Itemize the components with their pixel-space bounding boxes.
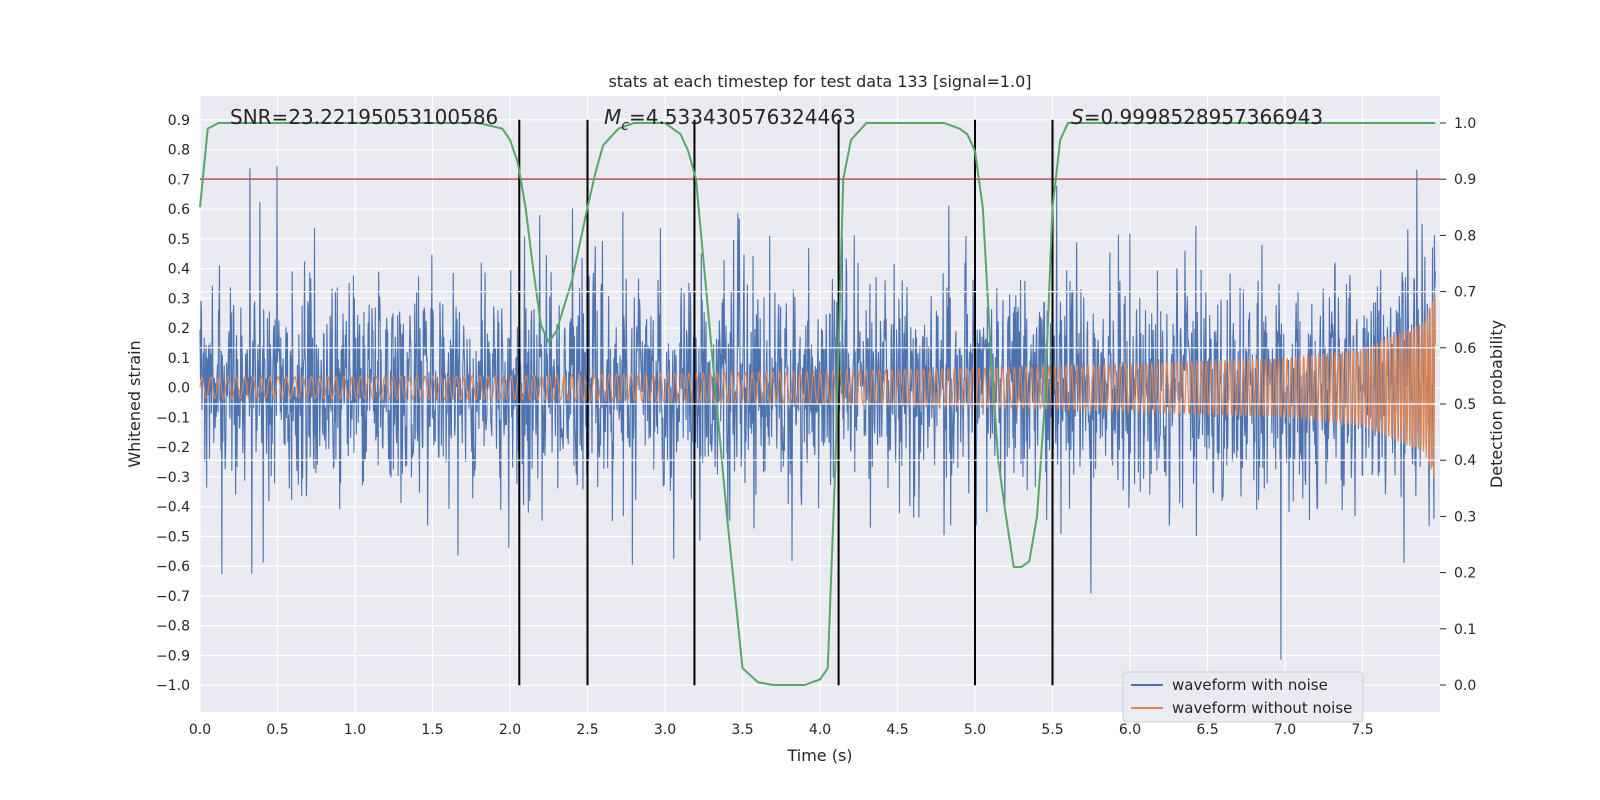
y-tick-label: −0.5: [156, 529, 190, 545]
y-tick-label: 0.6: [168, 202, 190, 218]
y-axis-label: Whitened strain: [125, 340, 144, 467]
y-tick-label: −0.6: [156, 559, 190, 575]
y2-tick-label: 0.0: [1454, 678, 1476, 694]
chirp-mass-value: =4.533430576324463: [629, 105, 856, 129]
y2-tick-label: 0.5: [1454, 397, 1476, 413]
y-tick-label: 0.1: [168, 351, 190, 367]
x-tick-label: 3.5: [731, 722, 753, 738]
legend: waveform with noise waveform without noi…: [1122, 671, 1364, 723]
y2-tick-label: 0.3: [1454, 509, 1476, 525]
y-tick-label: −0.3: [156, 470, 190, 486]
x-tick-label: 5.5: [1041, 722, 1063, 738]
x-axis-label: Time (s): [786, 746, 852, 765]
y-tick-label: 0.2: [168, 321, 190, 337]
legend-box: [1122, 671, 1364, 723]
legend-label-noise: waveform with noise: [1172, 676, 1328, 694]
chart-title: stats at each timestep for test data 133…: [608, 72, 1031, 91]
overlays: [199, 119, 1440, 687]
x-tick-label: 3.0: [654, 722, 676, 738]
chirp-mass-symbol: M: [604, 105, 621, 129]
x-tick-label: 7.5: [1351, 722, 1373, 738]
y2-tick-label: 0.9: [1454, 172, 1476, 188]
x-tick-label: 0.5: [266, 722, 288, 738]
y2-tick-label: 0.1: [1454, 622, 1476, 638]
s-annotation: S=0.9998528957366943: [1071, 105, 1323, 129]
detection-probability-line: [199, 121, 1436, 687]
waveform-without-noise-line: [199, 293, 1436, 478]
y2-tick-label: 1.0: [1454, 116, 1476, 132]
y2-tick-label: 0.6: [1454, 341, 1476, 357]
y-tick-label: 0.5: [168, 232, 190, 248]
x-tick-label: 2.5: [576, 722, 598, 738]
y-tick-label: −0.2: [156, 440, 190, 456]
y2-tick-label: 0.2: [1454, 566, 1476, 582]
y-tick-label: −0.1: [156, 410, 190, 426]
chirp-mass-annotation: Mc=4.533430576324463: [604, 105, 856, 134]
x-tick-label: 1.5: [421, 722, 443, 738]
y2-tick-label: 0.8: [1454, 228, 1476, 244]
x-tick-label: 5.0: [964, 722, 986, 738]
snr-annotation: SNR=23.22195053100586: [230, 105, 498, 129]
x-tick-label: 0.0: [189, 722, 211, 738]
y-tick-label: −0.4: [156, 500, 190, 516]
s-value: =0.9998528957366943: [1084, 105, 1323, 129]
x-tick-label: 1.0: [344, 722, 366, 738]
y-tick-label: −0.7: [156, 589, 190, 605]
x-tick-label: 2.0: [499, 722, 521, 738]
chirp-mass-subscript: c: [621, 118, 629, 134]
y-tick-label: 0.4: [168, 262, 190, 278]
series-waveform-without-noise: [199, 293, 1436, 478]
y-tick-label: 0.0: [168, 381, 190, 397]
x-tick-label: 4.5: [886, 722, 908, 738]
y2-tick-label: 0.4: [1454, 453, 1476, 469]
x-tick-label: 7.0: [1274, 722, 1296, 738]
axes: 0.0 0.5 1.0 1.5 2.0 2.5 3.0 3.5 4.0 4.5 5.0 5.5 6.0 6…: [156, 113, 1476, 738]
legend-label-clean: waveform without noise: [1172, 699, 1352, 717]
y-tick-label: 0.9: [168, 113, 190, 129]
y2-tick-label: 0.7: [1454, 285, 1476, 301]
y2-axis-label: Detection probability: [1487, 320, 1506, 488]
x-tick-label: 6.0: [1119, 722, 1141, 738]
x-tick-label: 6.5: [1196, 722, 1218, 738]
y-tick-label: −0.9: [156, 648, 190, 664]
y-tick-label: −0.8: [156, 619, 190, 635]
y-tick-label: −1.0: [156, 678, 190, 694]
x-tick-label: 4.0: [809, 722, 831, 738]
y-tick-label: 0.7: [168, 172, 190, 188]
s-symbol: S: [1071, 105, 1084, 129]
y-tick-label: 0.3: [168, 291, 190, 307]
y-tick-label: 0.8: [168, 143, 190, 159]
